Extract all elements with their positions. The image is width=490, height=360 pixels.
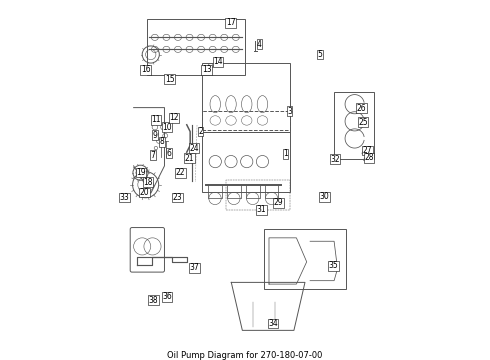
Text: 7: 7 <box>151 151 156 160</box>
Bar <box>202 132 290 192</box>
Text: 24: 24 <box>190 144 199 153</box>
Text: 11: 11 <box>151 116 161 125</box>
Text: 10: 10 <box>162 123 171 132</box>
Text: 6: 6 <box>167 149 172 158</box>
Text: 27: 27 <box>363 146 372 155</box>
Text: 38: 38 <box>148 296 158 305</box>
Text: 4: 4 <box>257 40 262 49</box>
Text: 8: 8 <box>160 138 165 147</box>
Text: 9: 9 <box>153 131 158 140</box>
Bar <box>226 180 290 211</box>
Text: 21: 21 <box>185 154 194 163</box>
Text: 25: 25 <box>358 118 368 127</box>
Text: 28: 28 <box>364 153 374 162</box>
Text: 34: 34 <box>268 319 278 328</box>
Text: 20: 20 <box>140 188 149 197</box>
Text: 19: 19 <box>136 168 146 177</box>
Bar <box>147 18 245 75</box>
Text: 18: 18 <box>143 178 152 187</box>
Text: 15: 15 <box>165 75 174 84</box>
Bar <box>264 229 346 289</box>
Text: 13: 13 <box>202 66 211 75</box>
Text: 17: 17 <box>226 18 235 27</box>
Text: 1: 1 <box>283 149 288 158</box>
Text: 16: 16 <box>141 66 150 75</box>
Text: 12: 12 <box>169 113 178 122</box>
Text: 31: 31 <box>257 205 266 214</box>
Bar <box>202 63 290 132</box>
Text: 3: 3 <box>287 107 292 116</box>
Text: Oil Pump Diagram for 270-180-07-00: Oil Pump Diagram for 270-180-07-00 <box>167 351 323 360</box>
Text: 23: 23 <box>172 193 182 202</box>
Bar <box>202 111 290 130</box>
Text: 29: 29 <box>274 198 283 207</box>
Text: 32: 32 <box>330 154 340 163</box>
Text: 26: 26 <box>357 104 367 113</box>
Text: 37: 37 <box>190 263 199 272</box>
Text: 36: 36 <box>162 292 171 301</box>
Text: 33: 33 <box>120 193 129 202</box>
Text: 22: 22 <box>176 168 185 177</box>
Text: 35: 35 <box>328 261 338 270</box>
Text: 30: 30 <box>319 192 329 201</box>
Bar <box>334 92 373 159</box>
Text: 14: 14 <box>214 57 223 66</box>
Text: 2: 2 <box>198 127 203 136</box>
Text: 5: 5 <box>317 50 322 59</box>
